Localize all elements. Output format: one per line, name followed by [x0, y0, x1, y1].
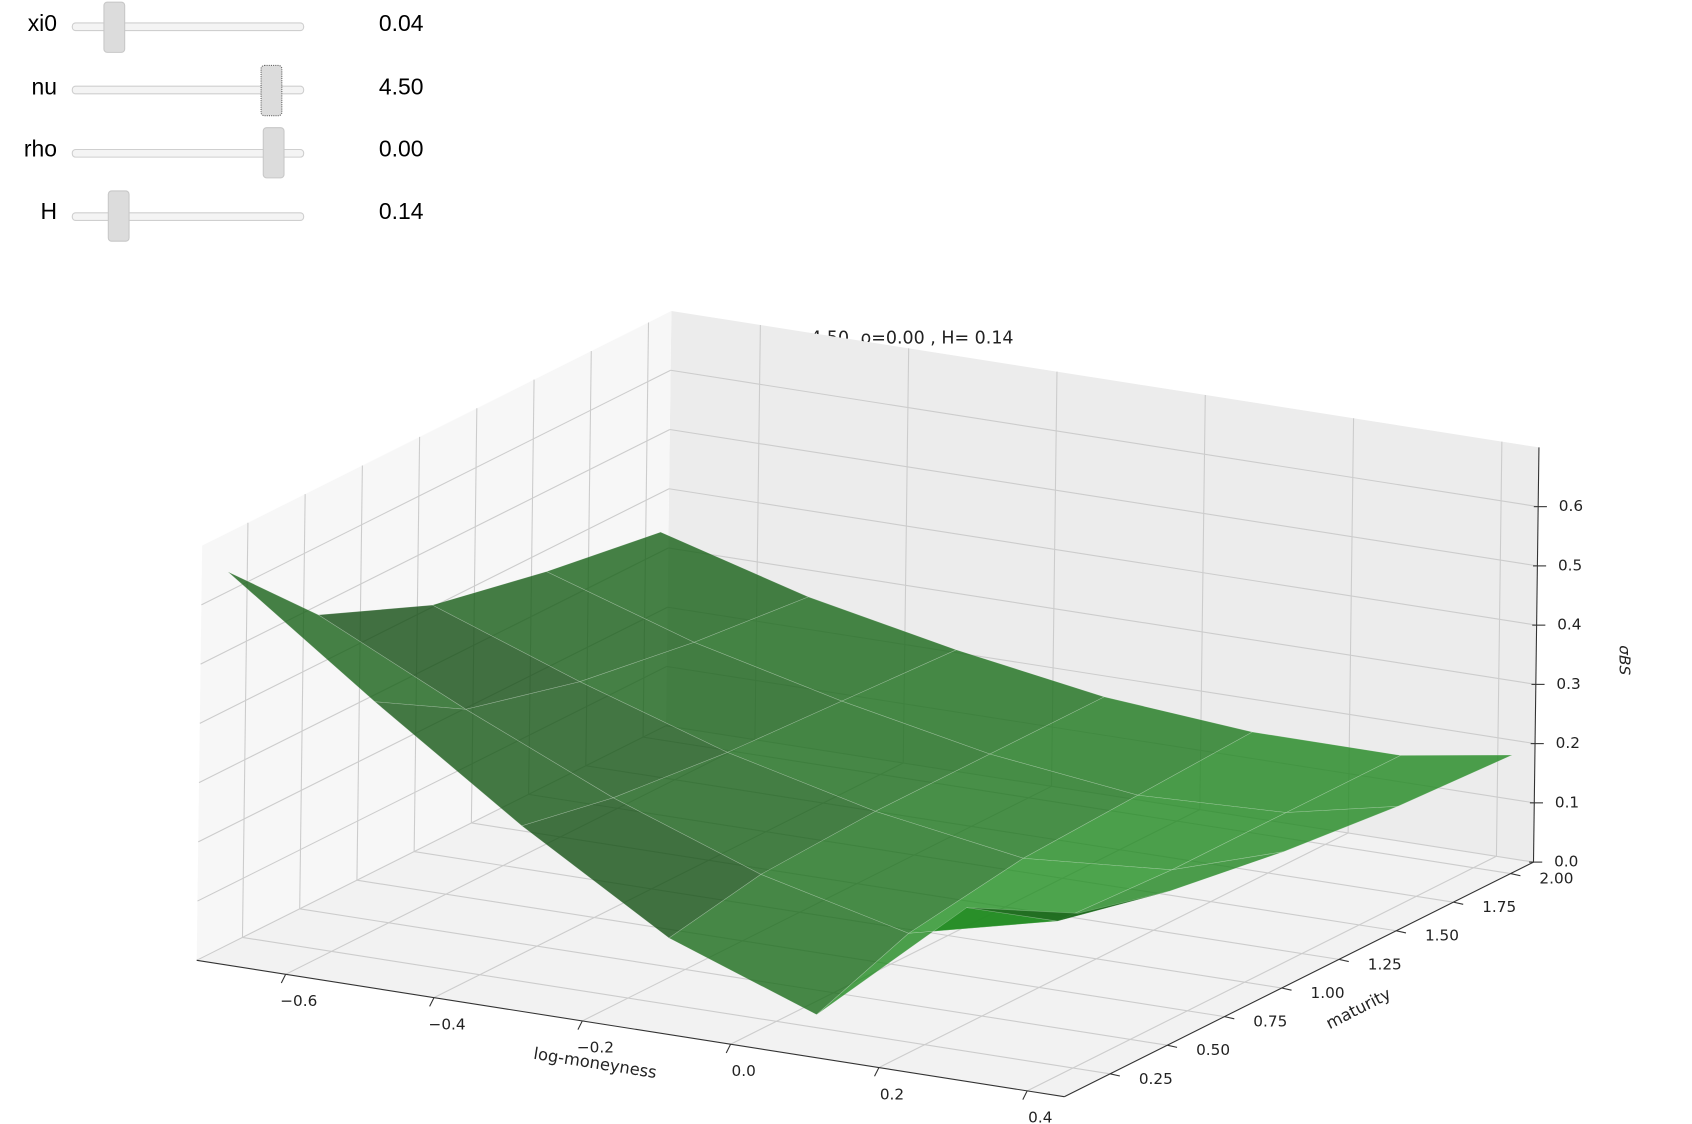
slider-label: H — [40, 198, 57, 224]
axis-line — [1064, 861, 1534, 1098]
slider-label: xi0 — [28, 10, 57, 36]
tick-mark — [1224, 1016, 1235, 1020]
z-tick-label: 0.3 — [1556, 675, 1580, 693]
y-tick-label: 0.50 — [1196, 1041, 1230, 1059]
axis-line — [196, 959, 1065, 1098]
grid-line — [201, 369, 671, 606]
tick-mark — [1396, 930, 1407, 934]
surface-patch — [966, 890, 1170, 922]
slider-value: 0.00 — [379, 136, 424, 162]
grid-line — [241, 522, 249, 938]
slider-track[interactable] — [71, 22, 305, 32]
grid-line — [668, 547, 1536, 685]
tick-mark — [429, 997, 435, 1007]
slider-track[interactable] — [71, 212, 305, 221]
y-tick-label: 2.00 — [1539, 869, 1573, 887]
surface-patch — [1286, 754, 1513, 813]
y-tick-label: 1.50 — [1425, 927, 1459, 945]
grid-line — [670, 369, 1539, 508]
slider-handle[interactable] — [103, 1, 126, 53]
tick-mark — [1109, 1073, 1120, 1077]
y-tick-label: 1.25 — [1368, 955, 1402, 973]
slider-panel: xi0 0.04 nu 4.50 rho 0.00 H 0.14 — [24, 1, 424, 242]
x-tick-label: −0.4 — [429, 1015, 466, 1033]
tick-mark — [1510, 873, 1521, 877]
grid-line — [669, 428, 1538, 567]
z-tick-label: 0.0 — [1554, 853, 1578, 871]
x-tick-label: 0.0 — [732, 1062, 756, 1080]
grid-line — [1026, 855, 1497, 1092]
axis-line — [1532, 447, 1540, 863]
z-tick-label: 0.6 — [1559, 497, 1583, 515]
slider-value: 0.04 — [379, 10, 424, 36]
y-tick-label: 0.75 — [1253, 1013, 1287, 1031]
slider-handle[interactable] — [260, 64, 283, 117]
grid-line — [242, 936, 1111, 1075]
y-tick-label: 1.75 — [1482, 898, 1516, 916]
slider-track[interactable] — [71, 148, 305, 158]
slider-handle[interactable] — [107, 190, 130, 242]
tick-mark — [1022, 1090, 1028, 1100]
tick-mark — [874, 1067, 880, 1077]
tick-mark — [1281, 987, 1292, 991]
y-tick-label: 1.00 — [1311, 984, 1345, 1002]
z-tick-label: 0.5 — [1558, 556, 1582, 574]
tick-mark — [1453, 901, 1464, 905]
slider-track[interactable] — [71, 85, 305, 95]
x-tick-label: 0.4 — [1028, 1109, 1052, 1124]
slider-handle[interactable] — [262, 127, 285, 179]
grid-line — [668, 488, 1537, 626]
y-tick-label: 0.25 — [1139, 1070, 1173, 1088]
z-tick-label: 0.1 — [1555, 793, 1579, 811]
grid-line — [1495, 441, 1503, 857]
tick-mark — [280, 974, 287, 984]
x-tick-label: −0.2 — [577, 1039, 614, 1057]
x-tick-label: 0.2 — [880, 1085, 904, 1103]
grid-line — [200, 429, 671, 665]
slider-label: nu — [32, 73, 57, 99]
slider-value: 4.50 — [379, 73, 424, 99]
z-tick-label: 0.2 — [1556, 734, 1580, 752]
slider-value: 0.14 — [379, 198, 424, 224]
grid-line — [299, 494, 306, 909]
x-tick-label: −0.6 — [280, 992, 317, 1010]
grid-line — [878, 832, 1349, 1069]
tick-mark — [1167, 1044, 1178, 1048]
tick-mark — [725, 1044, 732, 1054]
tick-mark — [577, 1020, 583, 1030]
slider-label: rho — [24, 136, 57, 162]
z-tick-label: 0.4 — [1557, 616, 1581, 634]
z-axis-label: σBS — [1616, 645, 1634, 675]
grid-line — [299, 908, 1168, 1046]
tick-mark — [1338, 958, 1349, 963]
